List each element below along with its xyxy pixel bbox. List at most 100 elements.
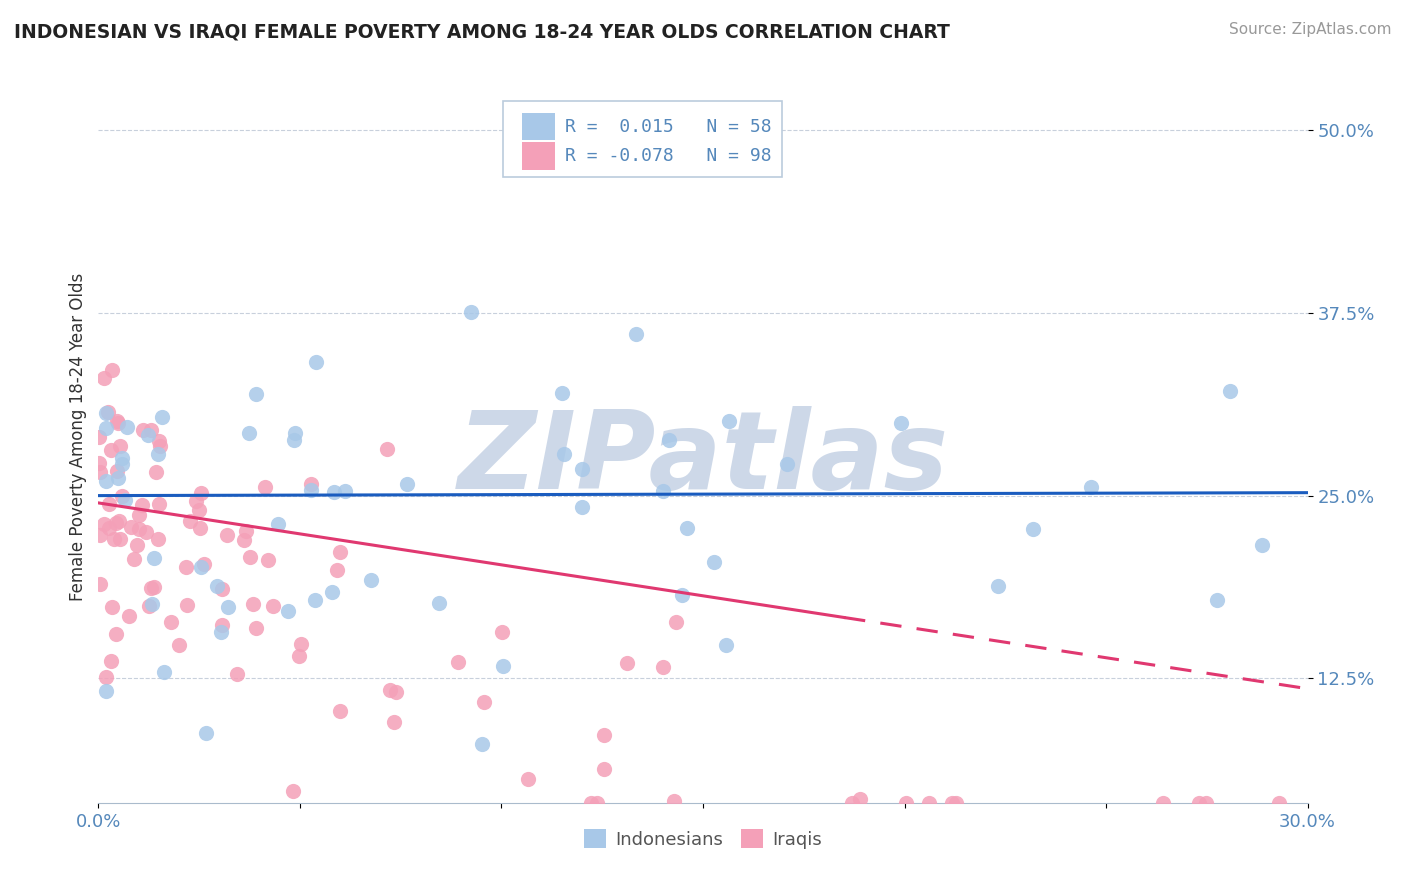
Point: [945, 796, 967, 810]
Point: [186, 493, 208, 508]
Point: [277, 604, 299, 618]
Point: [107, 471, 129, 485]
Point: [283, 783, 305, 797]
Point: [217, 600, 239, 615]
Point: [593, 762, 616, 776]
Point: [235, 524, 257, 538]
Point: [662, 794, 685, 808]
Point: [104, 627, 127, 641]
Point: [283, 433, 305, 447]
Point: [703, 555, 725, 569]
Point: [579, 796, 602, 810]
Point: [174, 560, 197, 574]
Point: [148, 447, 170, 461]
Point: [385, 685, 408, 699]
Point: [98, 521, 121, 535]
Point: [122, 551, 145, 566]
Point: [517, 772, 540, 786]
Point: [304, 355, 326, 369]
Point: [284, 425, 307, 440]
Point: [108, 439, 131, 453]
Point: [267, 517, 290, 532]
Text: R =  0.015   N = 58: R = 0.015 N = 58: [565, 118, 772, 136]
Point: [328, 704, 350, 718]
Point: [107, 417, 129, 431]
Point: [105, 464, 128, 478]
Point: [299, 476, 322, 491]
Point: [194, 726, 217, 740]
FancyBboxPatch shape: [522, 112, 555, 140]
Point: [299, 483, 322, 498]
Point: [1188, 796, 1211, 810]
Point: [131, 498, 153, 512]
Point: [382, 715, 405, 730]
Point: [890, 416, 912, 430]
Point: [105, 516, 128, 531]
Point: [138, 599, 160, 614]
Point: [188, 502, 211, 516]
Point: [141, 597, 163, 611]
Text: INDONESIAN VS IRAQI FEMALE POVERTY AMONG 18-24 YEAR OLDS CORRELATION CHART: INDONESIAN VS IRAQI FEMALE POVERTY AMONG…: [14, 22, 950, 41]
Point: [233, 533, 256, 547]
Point: [378, 682, 401, 697]
FancyBboxPatch shape: [503, 101, 782, 178]
Point: [111, 458, 134, 472]
Point: [139, 423, 162, 437]
Point: [100, 442, 122, 457]
Point: [128, 508, 150, 522]
Point: [1080, 480, 1102, 494]
Point: [586, 796, 609, 810]
Point: [160, 615, 183, 630]
Point: [225, 667, 247, 681]
Point: [125, 538, 148, 552]
Point: [1219, 384, 1241, 398]
Point: [776, 457, 799, 471]
Point: [242, 597, 264, 611]
Point: [108, 532, 131, 546]
Point: [492, 659, 515, 673]
Point: [1195, 796, 1218, 810]
Point: [238, 426, 260, 441]
Point: [849, 792, 872, 806]
Point: [257, 552, 280, 566]
Point: [245, 621, 267, 635]
Point: [1251, 538, 1274, 552]
Point: [987, 579, 1010, 593]
Point: [205, 579, 228, 593]
Point: [1206, 592, 1229, 607]
Point: [652, 484, 675, 499]
Point: [89, 576, 111, 591]
Point: [107, 514, 129, 528]
Point: [304, 592, 326, 607]
Point: [94, 670, 117, 684]
Point: [136, 428, 159, 442]
Point: [553, 447, 575, 461]
Point: [239, 549, 262, 564]
Point: [105, 414, 128, 428]
Point: [118, 609, 141, 624]
Point: [571, 500, 593, 514]
Point: [120, 520, 142, 534]
Point: [96, 420, 118, 434]
Point: [87, 430, 110, 444]
Point: [96, 406, 118, 420]
Point: [211, 582, 233, 596]
Point: [142, 551, 165, 566]
Point: [665, 615, 688, 630]
Point: [472, 695, 495, 709]
Point: [115, 420, 138, 434]
Point: [148, 533, 170, 547]
Point: [616, 657, 638, 671]
Point: [131, 423, 153, 437]
Point: [87, 456, 110, 470]
Point: [1268, 796, 1291, 810]
Point: [179, 515, 201, 529]
Point: [96, 474, 118, 488]
Point: [717, 414, 740, 428]
Point: [396, 477, 419, 491]
Point: [253, 480, 276, 494]
Point: [671, 588, 693, 602]
Point: [262, 599, 284, 614]
Point: [1152, 796, 1174, 810]
Point: [491, 625, 513, 640]
